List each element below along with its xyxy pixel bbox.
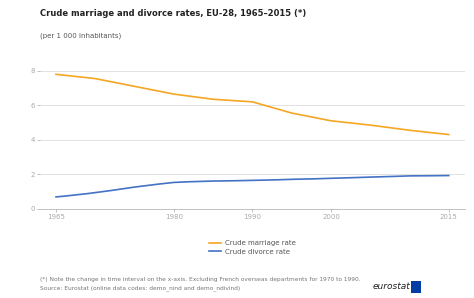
- Text: Crude marriage and divorce rates, EU-28, 1965–2015 (*): Crude marriage and divorce rates, EU-28,…: [40, 9, 307, 18]
- Text: (per 1 000 inhabitants): (per 1 000 inhabitants): [40, 33, 121, 39]
- Text: Source: Eurostat (online data codes: demo_nind and demo_ndivind): Source: Eurostat (online data codes: dem…: [40, 286, 240, 291]
- Legend: Crude marriage rate, Crude divorce rate: Crude marriage rate, Crude divorce rate: [209, 240, 296, 255]
- Text: eurostat: eurostat: [372, 283, 410, 291]
- Text: (*) Note the change in time interval on the x-axis. Excluding French overseas de: (*) Note the change in time interval on …: [40, 277, 361, 282]
